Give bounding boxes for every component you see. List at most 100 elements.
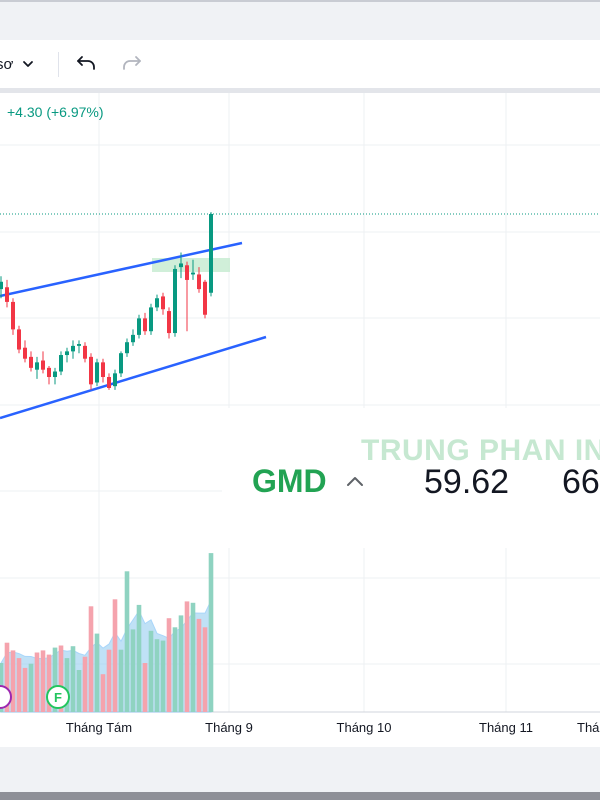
candle-body [113, 373, 117, 387]
volume-bar [112, 599, 118, 712]
candle-body [191, 272, 195, 275]
candle-body [95, 362, 99, 383]
candle-body [35, 362, 39, 370]
candle-body [17, 329, 21, 350]
candle-body [89, 356, 93, 385]
chart-type-dropdown[interactable]: sơ [0, 40, 35, 88]
volume-bar [172, 627, 178, 712]
chevron-up-icon [347, 477, 363, 486]
undo-icon [77, 56, 95, 70]
redo-icon [123, 56, 141, 70]
candle-body [173, 268, 177, 334]
chart-toolbar: sơ [0, 40, 600, 93]
candle-body [197, 274, 201, 290]
volume-bar [184, 601, 190, 712]
volume-bar [196, 618, 202, 712]
candle-body [0, 281, 3, 290]
candle-body [11, 301, 15, 330]
bottom-edge [0, 792, 600, 800]
candle-body [131, 334, 135, 343]
volume-bar [136, 604, 142, 712]
candle-body [119, 353, 123, 374]
volume-bar [148, 630, 154, 712]
chevron-down-icon [23, 61, 34, 67]
candle-body [125, 342, 129, 354]
volume-bar [82, 656, 88, 712]
volume-bar [106, 649, 112, 712]
volume-bar [16, 658, 22, 712]
x-axis-tick: Thá [577, 720, 600, 735]
candle-body [203, 281, 207, 315]
volume-bar [94, 633, 100, 712]
volume-bar [76, 670, 82, 712]
volume-bar [70, 646, 76, 712]
volume-bar [4, 642, 10, 712]
volume-bar [100, 674, 106, 712]
bottom-bar [0, 747, 600, 800]
financials-marker-label: F [54, 689, 62, 705]
volume-bar [160, 640, 166, 712]
volume-bar [46, 654, 52, 712]
candle-body [185, 265, 189, 280]
candle-body [137, 318, 141, 335]
candle-body [179, 263, 183, 268]
ticker-value-1: 59.62 [424, 463, 510, 501]
volume-bar [130, 629, 136, 712]
volume-bar [118, 649, 124, 712]
candle-body [65, 351, 69, 356]
candle-body [209, 214, 213, 293]
volume-bar [142, 663, 148, 712]
candle-body [77, 344, 81, 346]
volume-bar [154, 639, 160, 712]
candle-body [29, 356, 33, 368]
candle-body [23, 347, 27, 359]
volume-bar [202, 627, 208, 712]
ticker-overlay [222, 408, 600, 548]
candle-body [5, 287, 9, 302]
candle-body [47, 367, 51, 378]
window-top-bar [0, 0, 600, 40]
volume-bar [10, 650, 16, 712]
candle-body [71, 345, 75, 352]
volume-bar [64, 658, 70, 712]
financials-marker[interactable]: F [46, 685, 70, 709]
candle-body [83, 345, 87, 359]
volume-bar [190, 602, 196, 712]
ticker-symbol: GMD [252, 463, 327, 499]
volume-bar [166, 618, 172, 712]
ticker-value-2: 66 [562, 463, 600, 501]
candle-body [149, 307, 153, 332]
candle-body [167, 311, 171, 334]
volume-bar [178, 615, 184, 712]
x-axis-tick: Tháng Tám [65, 720, 133, 735]
volume-bar [58, 645, 64, 712]
volume-bar [208, 553, 214, 712]
upper-trendline[interactable] [0, 241, 243, 298]
candle-body [101, 362, 105, 378]
volume-bar [88, 606, 94, 712]
candle-body [53, 371, 57, 378]
volume-bar [124, 571, 130, 712]
candle-body [155, 298, 159, 308]
candle-body [143, 318, 147, 332]
candle-body [107, 377, 111, 388]
volume-bar [40, 650, 46, 712]
volume-bar [22, 667, 28, 712]
x-axis-tick: Tháng 9 [205, 720, 253, 735]
undo-button[interactable] [74, 40, 98, 88]
volume-bar [28, 663, 34, 712]
volume-bar [34, 652, 40, 712]
lower-trendline[interactable] [0, 335, 267, 420]
redo-button[interactable] [120, 40, 144, 88]
x-axis-tick: Tháng 10 [336, 720, 392, 735]
price-change: +4.30 (+6.97%) [7, 104, 104, 120]
chart-type-label: sơ [0, 55, 14, 73]
candle-body [41, 360, 45, 370]
volume-bar [52, 647, 58, 712]
watermark-text: TRUNG PHAN IN [361, 434, 600, 467]
candle-body [59, 355, 63, 372]
candle-body [161, 296, 165, 310]
x-axis-tick: Tháng 11 [479, 720, 533, 735]
toolbar-separator [58, 52, 59, 77]
